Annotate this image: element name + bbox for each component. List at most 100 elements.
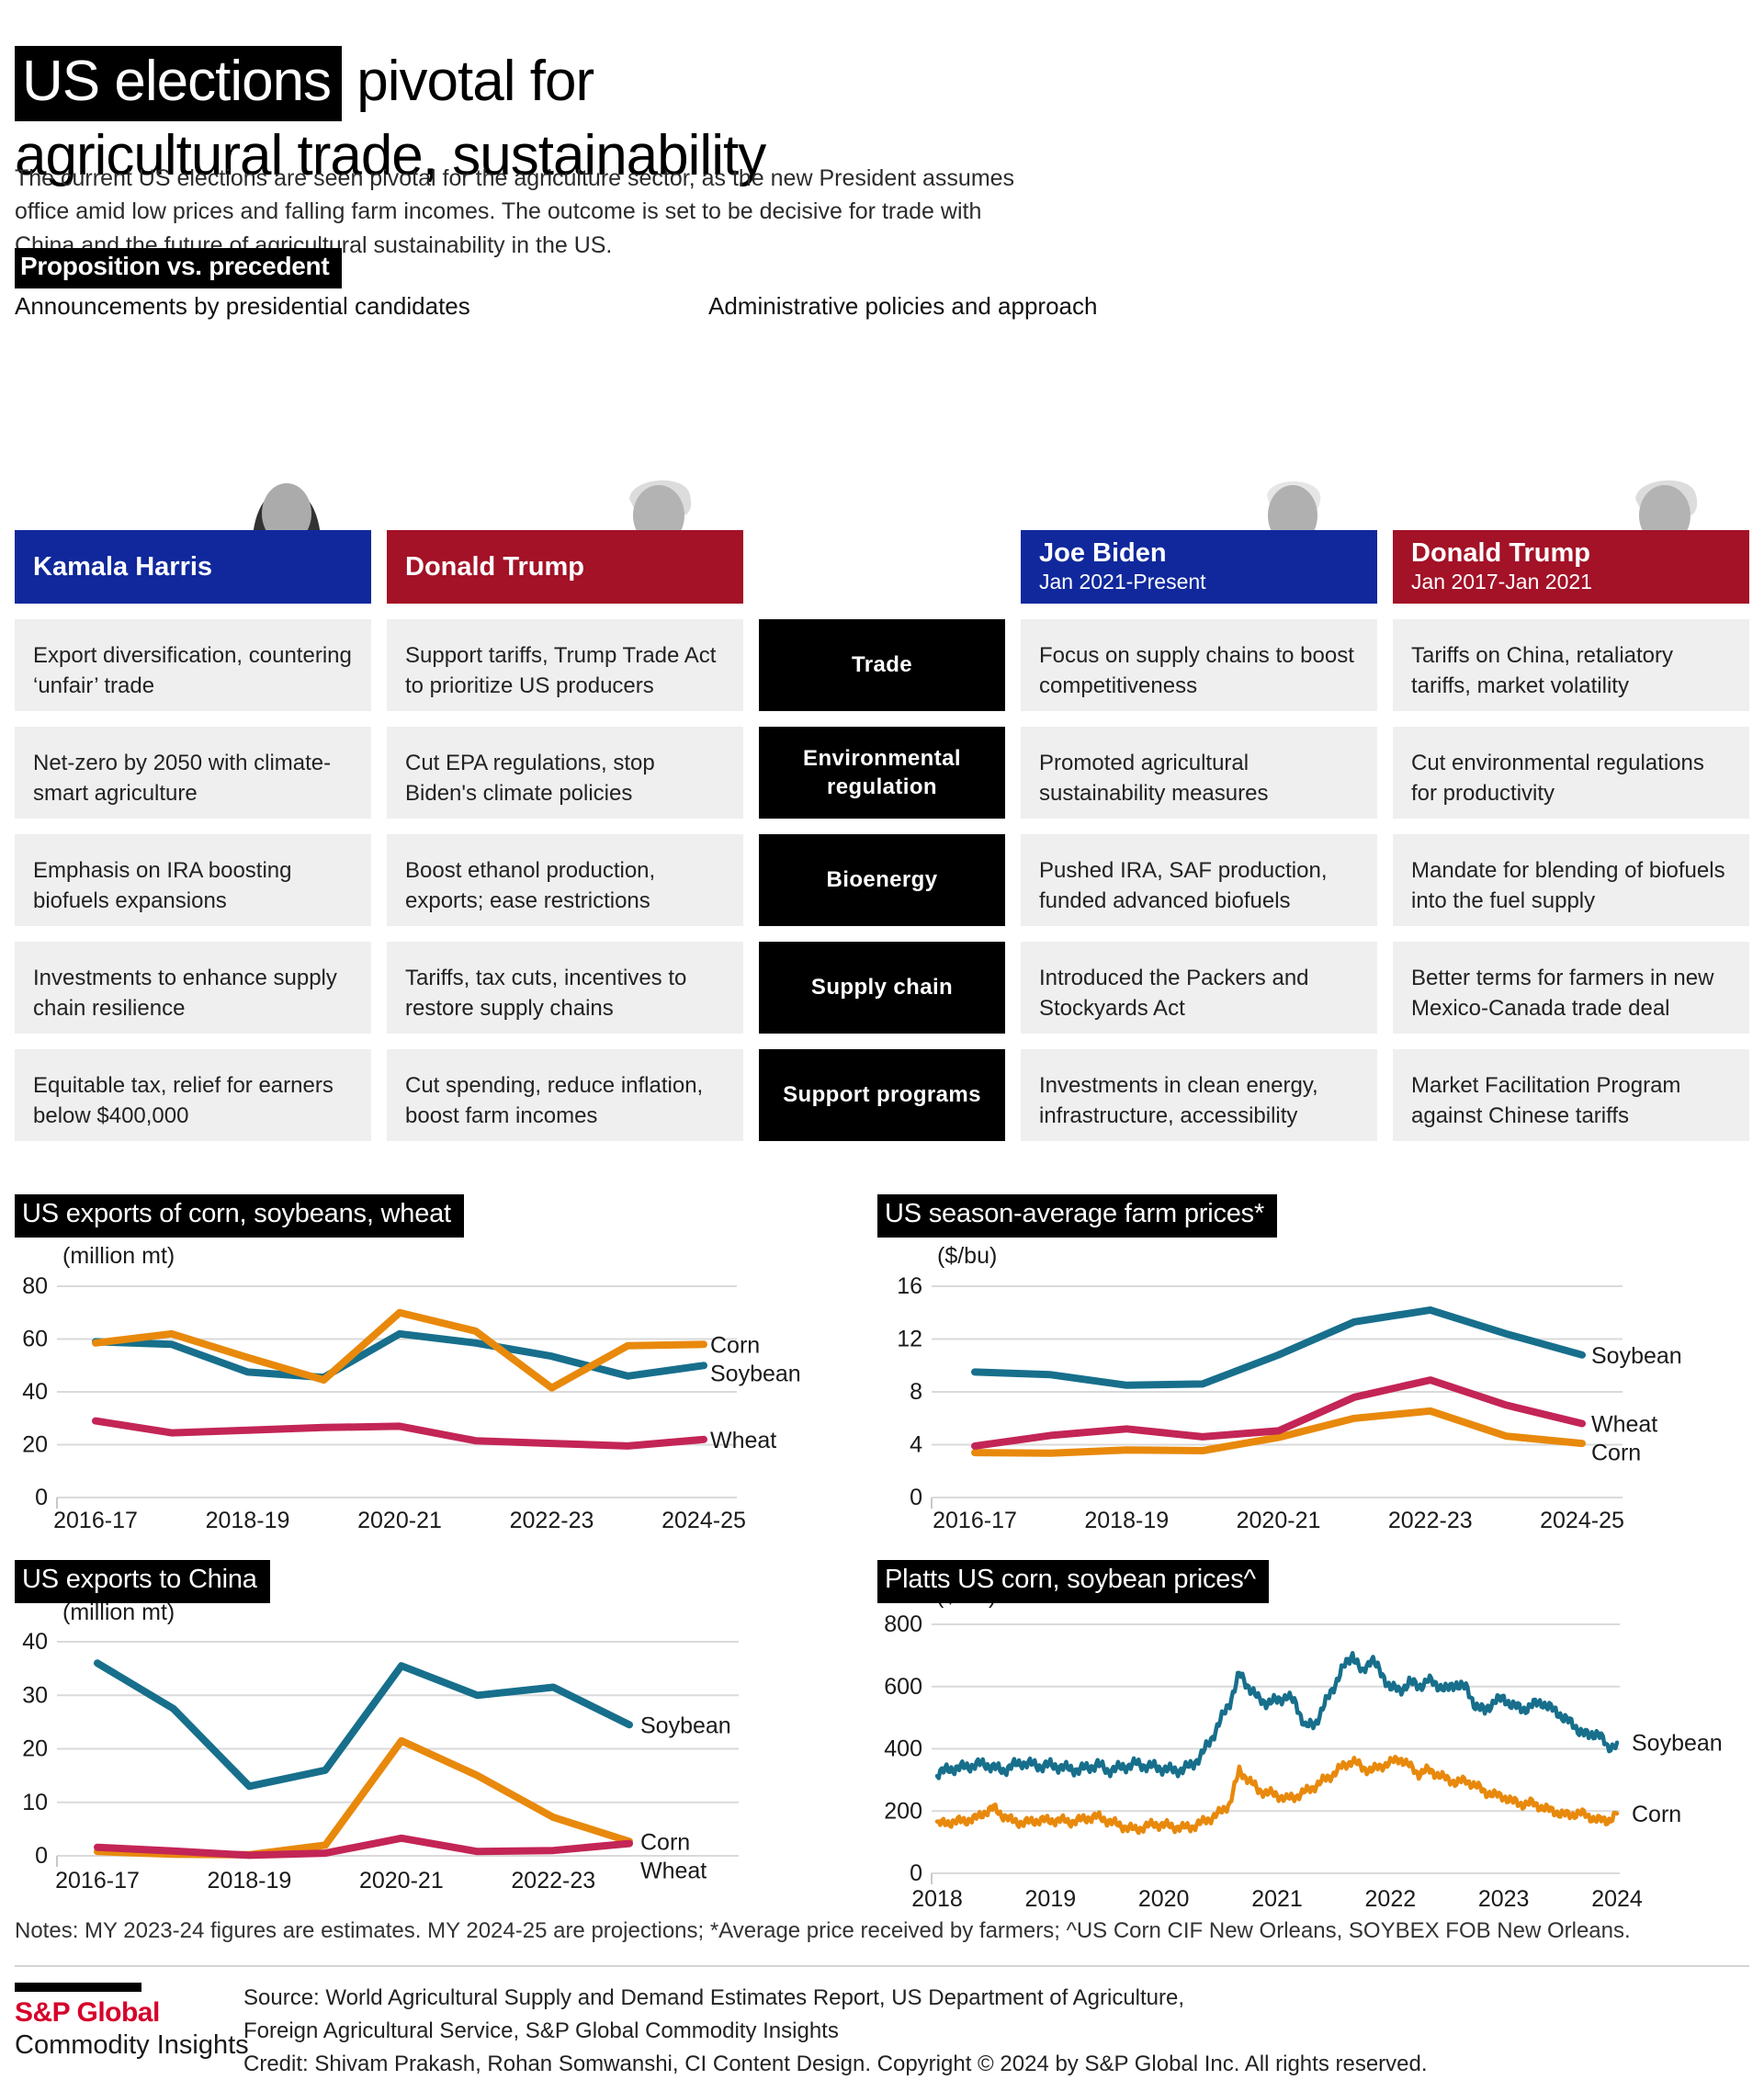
category-supply-chain: Supply chain bbox=[759, 942, 1005, 1034]
y-tick-label: 0 bbox=[910, 1485, 922, 1510]
joe-biden-bar: Joe Biden Jan 2021-Present bbox=[1021, 530, 1377, 604]
trump2017-bioenergy-cell: Mandate for blending of biofuels into th… bbox=[1393, 834, 1749, 926]
x-tick-label: 2018-19 bbox=[206, 1508, 290, 1533]
category-support-programs: Support programs bbox=[759, 1049, 1005, 1141]
trump2017-support-programs-cell: Market Facilitation Program against Chin… bbox=[1393, 1049, 1749, 1141]
biden-supply-chain-cell: Introduced the Packers and Stockyards Ac… bbox=[1021, 942, 1377, 1034]
president-name: Donald Trump bbox=[1411, 537, 1590, 568]
harris-supply-chain-cell: Investments to enhance supply chain resi… bbox=[15, 942, 371, 1034]
title-line2: agricultural trade, sustainability bbox=[15, 124, 766, 188]
trump-bioenergy-cell: Boost ethanol production, exports; ease … bbox=[387, 834, 743, 926]
soybean-series-label: Soybean bbox=[1632, 1731, 1723, 1757]
soybean-series-label: Soybean bbox=[640, 1713, 731, 1738]
corn-series-label: Corn bbox=[710, 1332, 760, 1358]
x-tick-label: 2016-17 bbox=[53, 1508, 138, 1533]
footer-divider bbox=[15, 1965, 1749, 1967]
china_exports-chart-svg: (million mt) 0 10 20 30 40 2016-17 2018-19 2020-… bbox=[22, 1600, 739, 1893]
wheat-series-label: Wheat bbox=[710, 1428, 776, 1453]
harris-trade-cell: Export diversification, countering ‘unfa… bbox=[15, 619, 371, 711]
candidate-name: Kamala Harris bbox=[33, 551, 213, 582]
source-credit-block: Source: World Agricultural Supply and De… bbox=[243, 1982, 1428, 2080]
wheat-line bbox=[92, 1417, 707, 1450]
biden-trade-cell: Focus on supply chains to boost competit… bbox=[1021, 619, 1377, 711]
y-tick-label: 40 bbox=[22, 1629, 48, 1655]
y-tick-label: 40 bbox=[22, 1379, 48, 1405]
soybean-line bbox=[94, 1659, 633, 1791]
soybean-series-label: Soybean bbox=[710, 1361, 801, 1386]
section-label: Proposition vs. precedent bbox=[15, 248, 343, 288]
wheat-series-label: Wheat bbox=[1591, 1412, 1657, 1438]
wheat-line bbox=[94, 1834, 633, 1860]
biden-environment-cell: Promoted agricultural sustainability mea… bbox=[1021, 727, 1377, 819]
x-tick-label: 2020 bbox=[1138, 1886, 1190, 1912]
source-line-1: Source: World Agricultural Supply and De… bbox=[243, 1985, 1185, 2010]
x-tick-label: 2020-21 bbox=[1237, 1508, 1321, 1533]
y-tick-label: 60 bbox=[22, 1327, 48, 1352]
header-spacer bbox=[759, 457, 1005, 604]
y-tick-label: 20 bbox=[22, 1736, 48, 1762]
y-tick-label: 8 bbox=[910, 1379, 922, 1405]
farm_prices-chart-svg: ($/bu) 0 4 8 12 16 2016-17 2018-19 2020-21 2022-2… bbox=[897, 1243, 1682, 1533]
corn-series-label: Corn bbox=[1591, 1441, 1641, 1466]
x-tick-label: 2022-23 bbox=[510, 1508, 594, 1533]
header-donald-trump: Donald Trump bbox=[387, 457, 743, 604]
y-tick-label: 0 bbox=[910, 1860, 922, 1886]
exports-chart-title: US exports of corn, soybeans, wheat bbox=[15, 1194, 464, 1238]
y-tick-label: 0 bbox=[35, 1843, 48, 1869]
y-tick-label: 0 bbox=[35, 1485, 48, 1510]
president-term: Jan 2021-Present bbox=[1039, 570, 1206, 594]
comparison-table: Kamala Harris Donald Trump bbox=[15, 457, 1749, 1141]
soybean-series-label: Soybean bbox=[1591, 1343, 1682, 1369]
corn-line bbox=[971, 1407, 1586, 1457]
corn-line bbox=[94, 1736, 633, 1859]
x-tick-label: 2018-19 bbox=[1084, 1508, 1169, 1533]
farm_prices-chart: ($/bu) 0 4 8 12 16 2016-17 2018-19 2020-21 2022-2… bbox=[871, 1188, 1764, 1551]
y-tick-label: 400 bbox=[884, 1736, 922, 1762]
platts-chart-title: Platts US corn, soybean prices^ bbox=[877, 1560, 1269, 1603]
corn-line bbox=[934, 1754, 1620, 1836]
china_exports-chart-title: US exports to China bbox=[15, 1560, 270, 1603]
y-axis-unit: ($/bu) bbox=[937, 1243, 997, 1269]
sp-global-logo-bar bbox=[15, 1983, 141, 1992]
category-bioenergy: Bioenergy bbox=[759, 834, 1005, 926]
footnotes: Notes: MY 2023-24 figures are estimates.… bbox=[15, 1918, 1631, 1943]
soybean-line bbox=[92, 1329, 707, 1382]
category-environmental-regulation: Environmental regulation bbox=[759, 727, 1005, 819]
trump-supply-chain-cell: Tariffs, tax cuts, incentives to restore… bbox=[387, 942, 743, 1034]
harris-environment-cell: Net-zero by 2050 with climate-smart agri… bbox=[15, 727, 371, 819]
trump2017-trade-cell: Tariffs on China, retaliatory tariffs, m… bbox=[1393, 619, 1749, 711]
commodity-insights-logo-text: Commodity Insights bbox=[15, 2030, 249, 2060]
header-kamala-harris: Kamala Harris bbox=[15, 457, 371, 604]
x-tick-label: 2016-17 bbox=[933, 1508, 1017, 1533]
source-line-2: Foreign Agricultural Service, S&P Global… bbox=[243, 2018, 839, 2043]
x-tick-label: 2018-19 bbox=[208, 1868, 292, 1893]
soybean-line bbox=[971, 1306, 1586, 1389]
y-tick-label: 600 bbox=[884, 1674, 922, 1700]
x-tick-label: 2018 bbox=[911, 1886, 963, 1912]
intro-line-1: The current US elections are seen pivota… bbox=[15, 165, 1015, 191]
x-tick-label: 2021 bbox=[1251, 1886, 1303, 1912]
y-tick-label: 10 bbox=[22, 1790, 48, 1815]
x-tick-label: 2020-21 bbox=[359, 1868, 444, 1893]
y-tick-label: 30 bbox=[22, 1682, 48, 1708]
biden-bioenergy-cell: Pushed IRA, SAF production, funded advan… bbox=[1021, 834, 1377, 926]
title-highlight: US elections bbox=[15, 45, 343, 122]
x-tick-label: 2024-25 bbox=[1540, 1508, 1624, 1533]
platts-chart: ($/mt)0200400600800201820192020202120222… bbox=[877, 1546, 1764, 1937]
title-line1-rest: pivotal for bbox=[342, 49, 594, 113]
y-tick-label: 200 bbox=[884, 1798, 922, 1824]
y-tick-label: 16 bbox=[897, 1273, 922, 1299]
page-title: US elections pivotal for agricultural tr… bbox=[15, 45, 766, 193]
harris-support-programs-cell: Equitable tax, relief for earners below … bbox=[15, 1049, 371, 1141]
category-trade: Trade bbox=[759, 619, 1005, 711]
x-tick-label: 2024 bbox=[1591, 1886, 1643, 1912]
sp-global-logo-text: S&P Global bbox=[15, 1997, 160, 2028]
right-column-header: Administrative policies and approach bbox=[708, 292, 1098, 320]
left-column-header: Announcements by presidential candidates bbox=[15, 292, 470, 320]
x-tick-label: 2022-23 bbox=[511, 1868, 595, 1893]
y-axis-unit: (million mt) bbox=[62, 1243, 175, 1269]
y-axis-unit: (million mt) bbox=[62, 1600, 175, 1625]
trump-support-programs-cell: Cut spending, reduce inflation, boost fa… bbox=[387, 1049, 743, 1141]
trump2017-supply-chain-cell: Better terms for farmers in new Mexico-C… bbox=[1393, 942, 1749, 1034]
